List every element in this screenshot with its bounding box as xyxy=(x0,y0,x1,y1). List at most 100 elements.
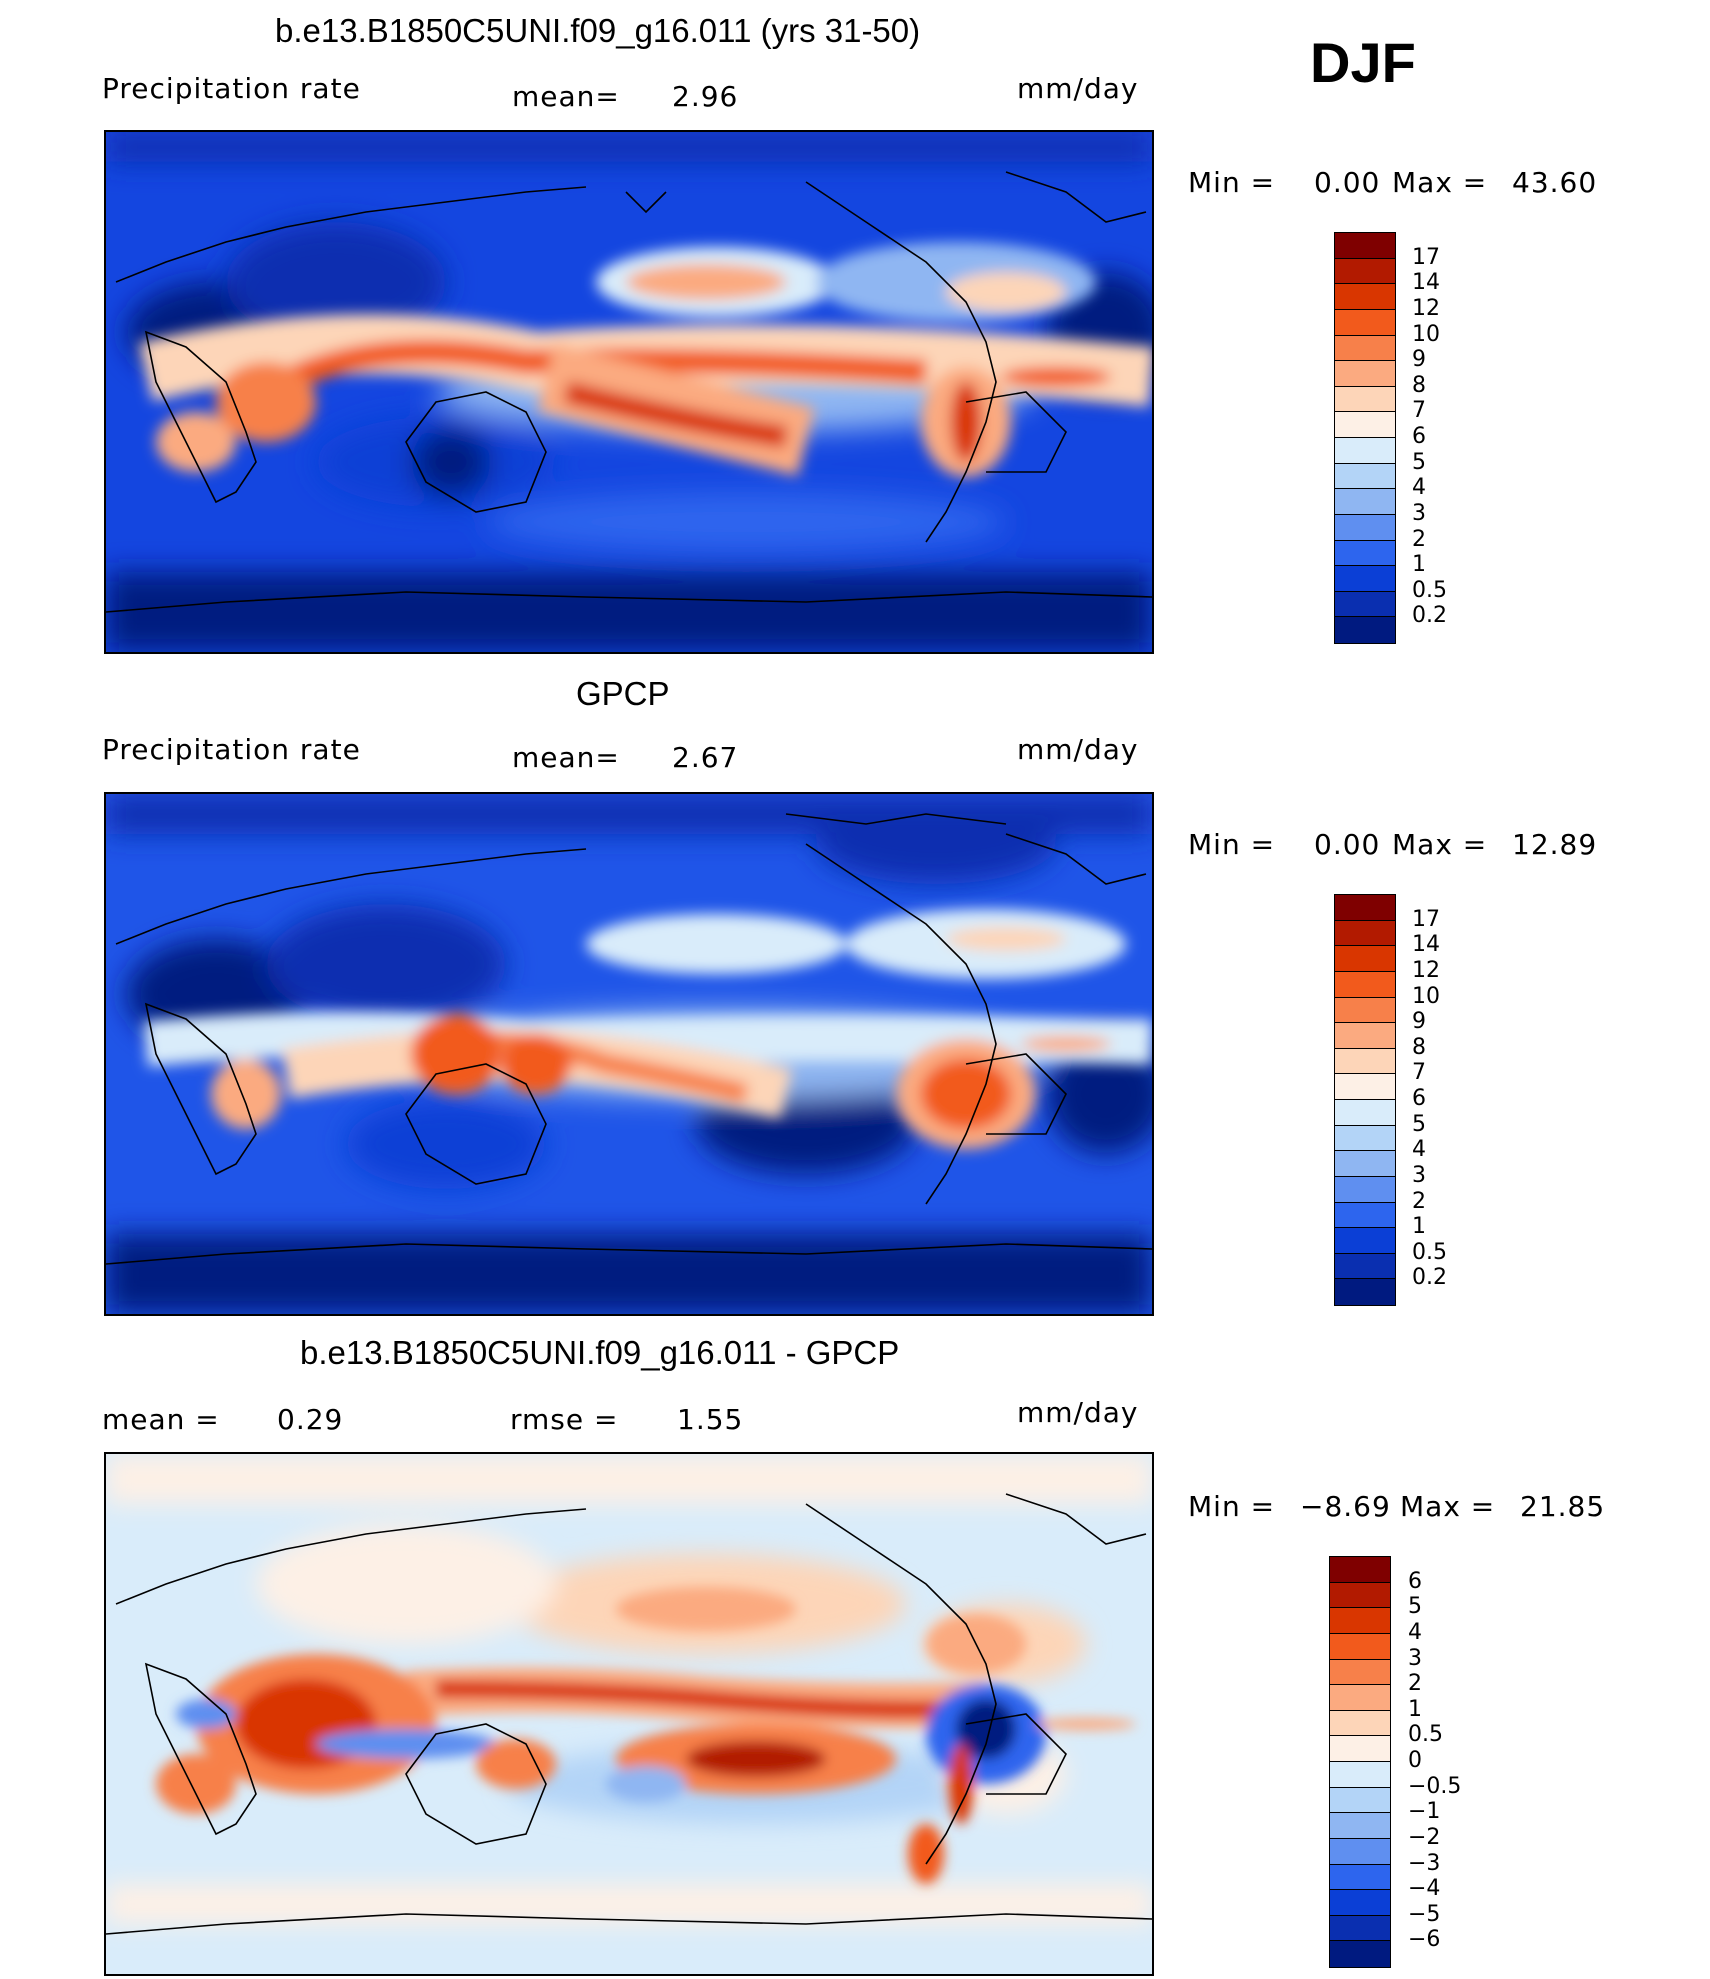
panel2-colorbar-tick-label: 6 xyxy=(1412,1086,1426,1111)
panel3-max-label: Max = xyxy=(1400,1490,1496,1523)
panel3-colorbar-tick-label: 0.5 xyxy=(1408,1722,1443,1748)
panel1-colorbar-tick-label: 8 xyxy=(1412,372,1426,398)
panel2-colorbar-tick-label: 5 xyxy=(1412,1111,1426,1137)
panel3-colorbar-tick-label: 4 xyxy=(1408,1619,1422,1645)
panel2-min-label: Min = xyxy=(1188,828,1276,861)
panel1-colorbar-tick-label: 6 xyxy=(1412,424,1426,449)
panel1-colorbar-tick-label: 10 xyxy=(1412,321,1440,347)
panel1-mean-value: 2.96 xyxy=(672,80,739,113)
panel1-colorbar-tick-label: 0.5 xyxy=(1412,577,1447,603)
panel1-colorbar-tick-label: 17 xyxy=(1412,244,1440,270)
panel3-colorbar-tick-label: −0.5 xyxy=(1408,1773,1462,1799)
panel1-colorbar-swatch xyxy=(1335,438,1395,464)
panel2-colorbar-swatch xyxy=(1335,997,1395,1024)
panel3-colorbar-swatch xyxy=(1330,1787,1390,1814)
panel2-mean-value: 2.67 xyxy=(672,741,739,774)
panel3-colorbar-swatch xyxy=(1330,1915,1390,1942)
panel2-colorbar-swatch xyxy=(1335,1176,1395,1203)
panel1-max-value: 43.60 xyxy=(1512,166,1598,199)
panel1-colorbar-swatch xyxy=(1335,591,1395,618)
panel3-colorbar-swatch xyxy=(1330,1659,1390,1686)
panel2-map xyxy=(104,792,1154,1316)
panel3-colorbar-tick-label: −2 xyxy=(1408,1824,1441,1850)
panel3-colorbar-tick-label: −1 xyxy=(1408,1799,1441,1825)
panel2-colorbar-tick-label: 3 xyxy=(1412,1162,1426,1188)
panel1-colorbar-tick-label: 4 xyxy=(1412,475,1426,501)
panel3-colorbar-swatch xyxy=(1330,1557,1390,1583)
panel3-colorbar-swatch xyxy=(1330,1890,1390,1916)
panel1-colorbar-tick-label: 2 xyxy=(1412,526,1426,552)
panel2-colorbar-swatch xyxy=(1335,1048,1395,1075)
panel3-units: mm/day xyxy=(1017,1396,1139,1429)
panel1-colorbar-tick-label: 7 xyxy=(1412,398,1426,424)
panel1-colorbar-tick-label: 14 xyxy=(1412,270,1440,296)
panel2-colorbar-tick-label: 8 xyxy=(1412,1034,1426,1060)
panel2-colorbar-tick-label: 4 xyxy=(1412,1137,1426,1163)
panel3-mean-label: mean = xyxy=(102,1403,220,1436)
panel2-colorbar-swatch xyxy=(1335,1228,1395,1254)
panel3-rmse-value: 1.55 xyxy=(677,1403,744,1436)
panel1-colorbar-swatch xyxy=(1335,309,1395,336)
panel3-colorbar-tick-label: 6 xyxy=(1408,1568,1422,1594)
panel1-colorbar-swatch xyxy=(1335,412,1395,438)
panel2-colorbar-swatch xyxy=(1335,1125,1395,1152)
panel2-colorbar-swatch xyxy=(1335,895,1395,921)
panel2-colorbar xyxy=(1334,894,1396,1306)
panel2-colorbar-tick-label: 0.5 xyxy=(1412,1239,1447,1265)
panel1-colorbar-swatch xyxy=(1335,386,1395,413)
panel1-colorbar-tick-label: 9 xyxy=(1412,347,1426,373)
panel2-variable-label: Precipitation rate xyxy=(102,733,361,766)
panel3-colorbar-swatch xyxy=(1330,1685,1390,1711)
panel1-mean-label: mean= xyxy=(512,80,620,113)
panel3-colorbar xyxy=(1329,1556,1391,1968)
panel1-colorbar-tick-label: 1 xyxy=(1412,552,1426,578)
panel2-max-label: Max = xyxy=(1392,828,1488,861)
panel2-max-value: 12.89 xyxy=(1512,828,1598,861)
panel2-colorbar-swatch xyxy=(1335,1023,1395,1049)
panel1-map-graphic xyxy=(106,132,1152,652)
panel3-colorbar-tick-label: −4 xyxy=(1408,1876,1441,1902)
panel1-variable-label: Precipitation rate xyxy=(102,72,361,105)
panel2-colorbar-tick-label: 17 xyxy=(1412,906,1440,932)
panel1-colorbar-swatch xyxy=(1335,514,1395,541)
panel2-colorbar-tick-label: 1 xyxy=(1412,1214,1426,1240)
panel3-colorbar-swatch xyxy=(1330,1941,1390,1967)
panel1-colorbar-swatch xyxy=(1335,258,1395,285)
panel1-min-label: Min = xyxy=(1188,166,1276,199)
panel3-colorbar-swatch xyxy=(1330,1736,1390,1762)
panel3-colorbar-swatch xyxy=(1330,1608,1390,1634)
panel1-colorbar-swatch xyxy=(1335,540,1395,567)
panel3-title: b.e13.B1850C5UNI.f09_g16.011 - GPCP xyxy=(300,1334,900,1371)
panel2-colorbar-swatch xyxy=(1335,946,1395,972)
panel3-mean-value: 0.29 xyxy=(277,1403,344,1436)
panel3-rmse-label: rmse = xyxy=(510,1403,619,1436)
panel1-min-value: 0.00 xyxy=(1314,166,1381,199)
panel2-colorbar-swatch xyxy=(1335,920,1395,947)
panel3-colorbar-tick-label: −6 xyxy=(1408,1927,1441,1953)
panel1-units: mm/day xyxy=(1017,72,1139,105)
panel3-colorbar-tick-label: 0 xyxy=(1408,1748,1422,1773)
panel3-colorbar-swatch xyxy=(1330,1710,1390,1737)
panel2-colorbar-swatch xyxy=(1335,1151,1395,1177)
panel1-colorbar-swatch xyxy=(1335,233,1395,259)
panel2-colorbar-swatch xyxy=(1335,971,1395,998)
panel1-colorbar-swatch xyxy=(1335,566,1395,592)
panel1-colorbar-tick-label: 0.2 xyxy=(1412,603,1447,629)
panel2-colorbar-tick-label: 2 xyxy=(1412,1188,1426,1214)
panel1-colorbar xyxy=(1334,232,1396,644)
panel1-colorbar-tick-label: 3 xyxy=(1412,500,1426,526)
panel3-colorbar-swatch xyxy=(1330,1864,1390,1891)
panel2-colorbar-swatch xyxy=(1335,1253,1395,1280)
panel2-colorbar-tick-label: 14 xyxy=(1412,932,1440,958)
panel2-units: mm/day xyxy=(1017,733,1139,766)
panel3-colorbar-tick-label: 5 xyxy=(1408,1594,1422,1620)
panel2-colorbar-tick-label: 10 xyxy=(1412,983,1440,1009)
panel3-map-graphic xyxy=(106,1454,1152,1974)
panel1-title: b.e13.B1850C5UNI.f09_g16.011 (yrs 31-50) xyxy=(275,12,921,49)
panel2-min-value: 0.00 xyxy=(1314,828,1381,861)
panel3-max-value: 21.85 xyxy=(1520,1490,1606,1523)
panel3-colorbar-swatch xyxy=(1330,1838,1390,1865)
panel2-colorbar-tick-label: 7 xyxy=(1412,1060,1426,1086)
panel3-colorbar-tick-label: 1 xyxy=(1408,1696,1422,1722)
panel3-colorbar-tick-label: 2 xyxy=(1408,1671,1422,1697)
